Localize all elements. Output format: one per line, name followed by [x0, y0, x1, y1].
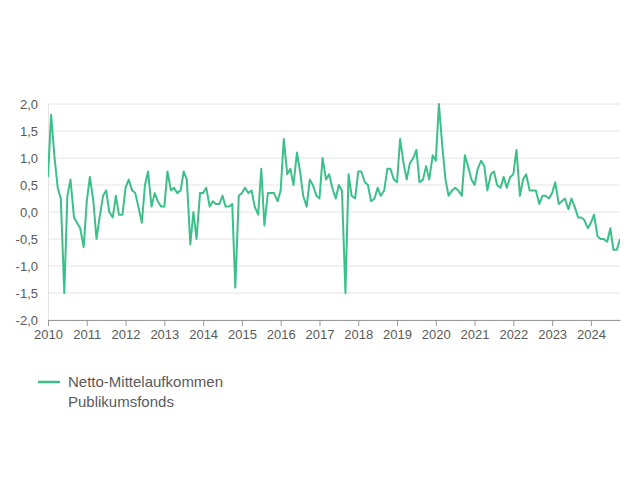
x-tick-mark	[242, 320, 243, 326]
y-tick-label: -1,0	[16, 259, 38, 274]
grid-line	[48, 320, 620, 321]
x-tick: 2024	[577, 320, 606, 342]
legend-label: Netto-MittelaufkommenPublikumsfonds	[68, 373, 223, 410]
x-tick-mark	[552, 320, 553, 326]
x-tick: 2020	[422, 320, 451, 342]
series-line	[48, 104, 620, 293]
x-axis: 2010 2011 2012 2013 2014 2015 2016 2017 2018 2019…	[34, 320, 620, 342]
x-tick-label: 2018	[344, 327, 373, 342]
x-tick-label: 2024	[577, 327, 606, 342]
x-tick-label: 2010	[34, 327, 63, 342]
y-tick-label: -2,0	[16, 313, 38, 328]
x-tick-mark	[513, 320, 514, 326]
x-tick: 2014	[189, 320, 218, 342]
x-tick: 2022	[499, 320, 528, 342]
x-tick-mark	[203, 320, 204, 326]
x-tick-mark	[436, 320, 437, 326]
grid-line	[48, 158, 620, 159]
x-tick-mark	[164, 320, 165, 326]
x-tick-label: 2022	[499, 327, 528, 342]
x-tick: 2021	[461, 320, 490, 342]
x-tick-label: 2019	[383, 327, 412, 342]
x-tick-label: 2020	[422, 327, 451, 342]
y-tick-label: 1,5	[20, 124, 38, 139]
legend: Netto-MittelaufkommenPublikumsfonds	[38, 373, 223, 410]
grid-line	[48, 266, 620, 267]
x-tick-label: 2021	[461, 327, 490, 342]
y-tick: -1,5	[16, 286, 48, 301]
x-tick: 2011	[73, 320, 101, 342]
x-tick-mark	[475, 320, 476, 326]
y-tick-label: -1,5	[16, 286, 38, 301]
y-tick: 1,5	[20, 124, 48, 139]
x-tick: 2013	[150, 320, 179, 342]
y-tick: 0,0	[20, 205, 48, 220]
grid-line	[48, 293, 620, 294]
y-axis-line	[48, 105, 49, 321]
x-tick-mark	[397, 320, 398, 326]
x-tick-label: 2014	[189, 327, 218, 342]
x-tick-mark	[126, 320, 127, 326]
x-tick-label: 2012	[112, 327, 141, 342]
x-tick-mark	[591, 320, 592, 326]
grid	[48, 104, 620, 320]
y-tick-label: 0,5	[20, 178, 38, 193]
x-tick-label: 2016	[267, 327, 296, 342]
y-tick: 0,5	[20, 178, 48, 193]
x-tick-mark	[358, 320, 359, 326]
y-tick-label: 2,0	[20, 97, 38, 112]
x-tick: 2018	[344, 320, 373, 342]
x-tick-label: 2017	[305, 327, 334, 342]
grid-line	[48, 212, 620, 213]
x-axis-line	[49, 320, 621, 321]
x-tick-mark	[87, 320, 88, 326]
x-tick-mark	[319, 320, 320, 326]
x-tick-mark	[281, 320, 282, 326]
grid-line	[48, 185, 620, 186]
y-tick: -0,5	[16, 232, 48, 247]
chart: 2,01,51,00,50,0-0,5-1,0-1,5-2,0201020112…	[0, 0, 640, 480]
y-axis: 2,0 1,5 1,0 0,5 0,0 -0,5 -1,0 -1,5 -2,0	[16, 97, 49, 328]
grid-line	[48, 131, 620, 132]
x-tick-label: 2013	[150, 327, 179, 342]
y-tick: 2,0	[20, 97, 48, 112]
x-tick-label: 2011	[73, 327, 101, 342]
x-tick: 2019	[383, 320, 412, 342]
x-tick-label: 2023	[538, 327, 567, 342]
y-tick-label: 1,0	[20, 151, 38, 166]
x-tick: 2015	[228, 320, 257, 342]
x-tick: 2023	[538, 320, 567, 342]
plot-area	[48, 104, 620, 293]
y-tick: -2,0	[16, 313, 48, 328]
y-tick-label: -0,5	[16, 232, 38, 247]
x-tick-label: 2015	[228, 327, 257, 342]
legend-swatch	[38, 381, 60, 384]
x-tick: 2010	[34, 320, 63, 342]
y-tick-label: 0,0	[20, 205, 38, 220]
y-tick: -1,0	[16, 259, 48, 274]
x-tick: 2017	[305, 320, 334, 342]
x-tick: 2012	[112, 320, 141, 342]
y-tick: 1,0	[20, 151, 48, 166]
x-tick-mark	[48, 320, 49, 326]
x-tick: 2016	[267, 320, 296, 342]
grid-line	[48, 104, 620, 105]
grid-line	[48, 239, 620, 240]
